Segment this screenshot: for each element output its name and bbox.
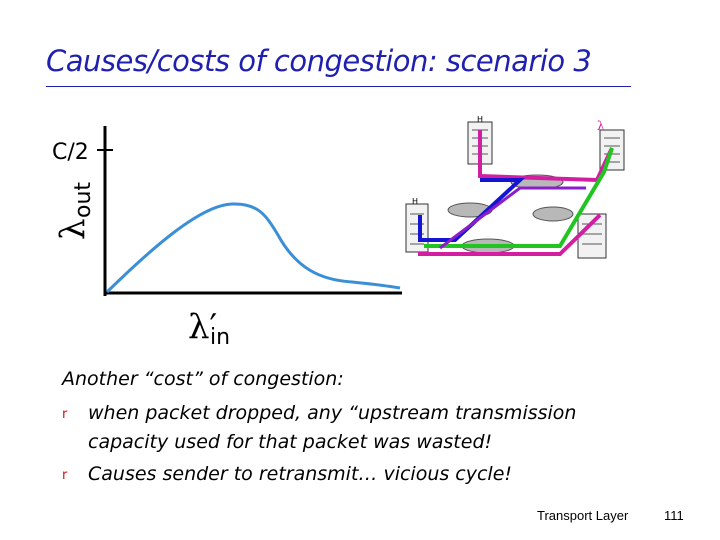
footer-section: Transport Layer [537, 508, 629, 523]
path-magenta [478, 130, 614, 183]
bullet-1-line-1: when packet dropped, any “upstream trans… [88, 402, 577, 424]
x-axis-lambda: λ′ [188, 307, 217, 347]
y-axis-label: λ out [53, 182, 96, 240]
body-heading: Another “cost” of congestion: [62, 368, 344, 390]
bullet-marker-1: r [62, 407, 68, 422]
lambda-label: λ [597, 119, 605, 133]
bullet-marker-2: r [62, 468, 68, 483]
path-magenta-lower [418, 213, 602, 256]
y-axis-subscript: out [71, 182, 96, 218]
footer-page-number: 111 [664, 508, 684, 523]
throughput-curve [105, 202, 401, 294]
y-tick-label: C/2 [52, 140, 89, 165]
path-blue [418, 178, 526, 242]
bullet-2-line-1: Causes sender to retransmit… vicious cyc… [88, 463, 513, 485]
bullet-1-line-2: capacity used for that packet was wasted… [88, 431, 493, 453]
svg-text:H: H [412, 197, 418, 206]
y-axis-lambda: λ [53, 218, 93, 240]
x-axis-subscript: in [210, 325, 230, 350]
host-bottom-left: H [405, 197, 429, 253]
path-purple [439, 186, 586, 250]
path-green [424, 147, 614, 248]
svg-text:H: H [477, 115, 483, 124]
title-underline [46, 86, 631, 87]
slide-title: Causes/costs of congestion: scenario 3 [46, 44, 592, 78]
router-right [532, 206, 574, 222]
